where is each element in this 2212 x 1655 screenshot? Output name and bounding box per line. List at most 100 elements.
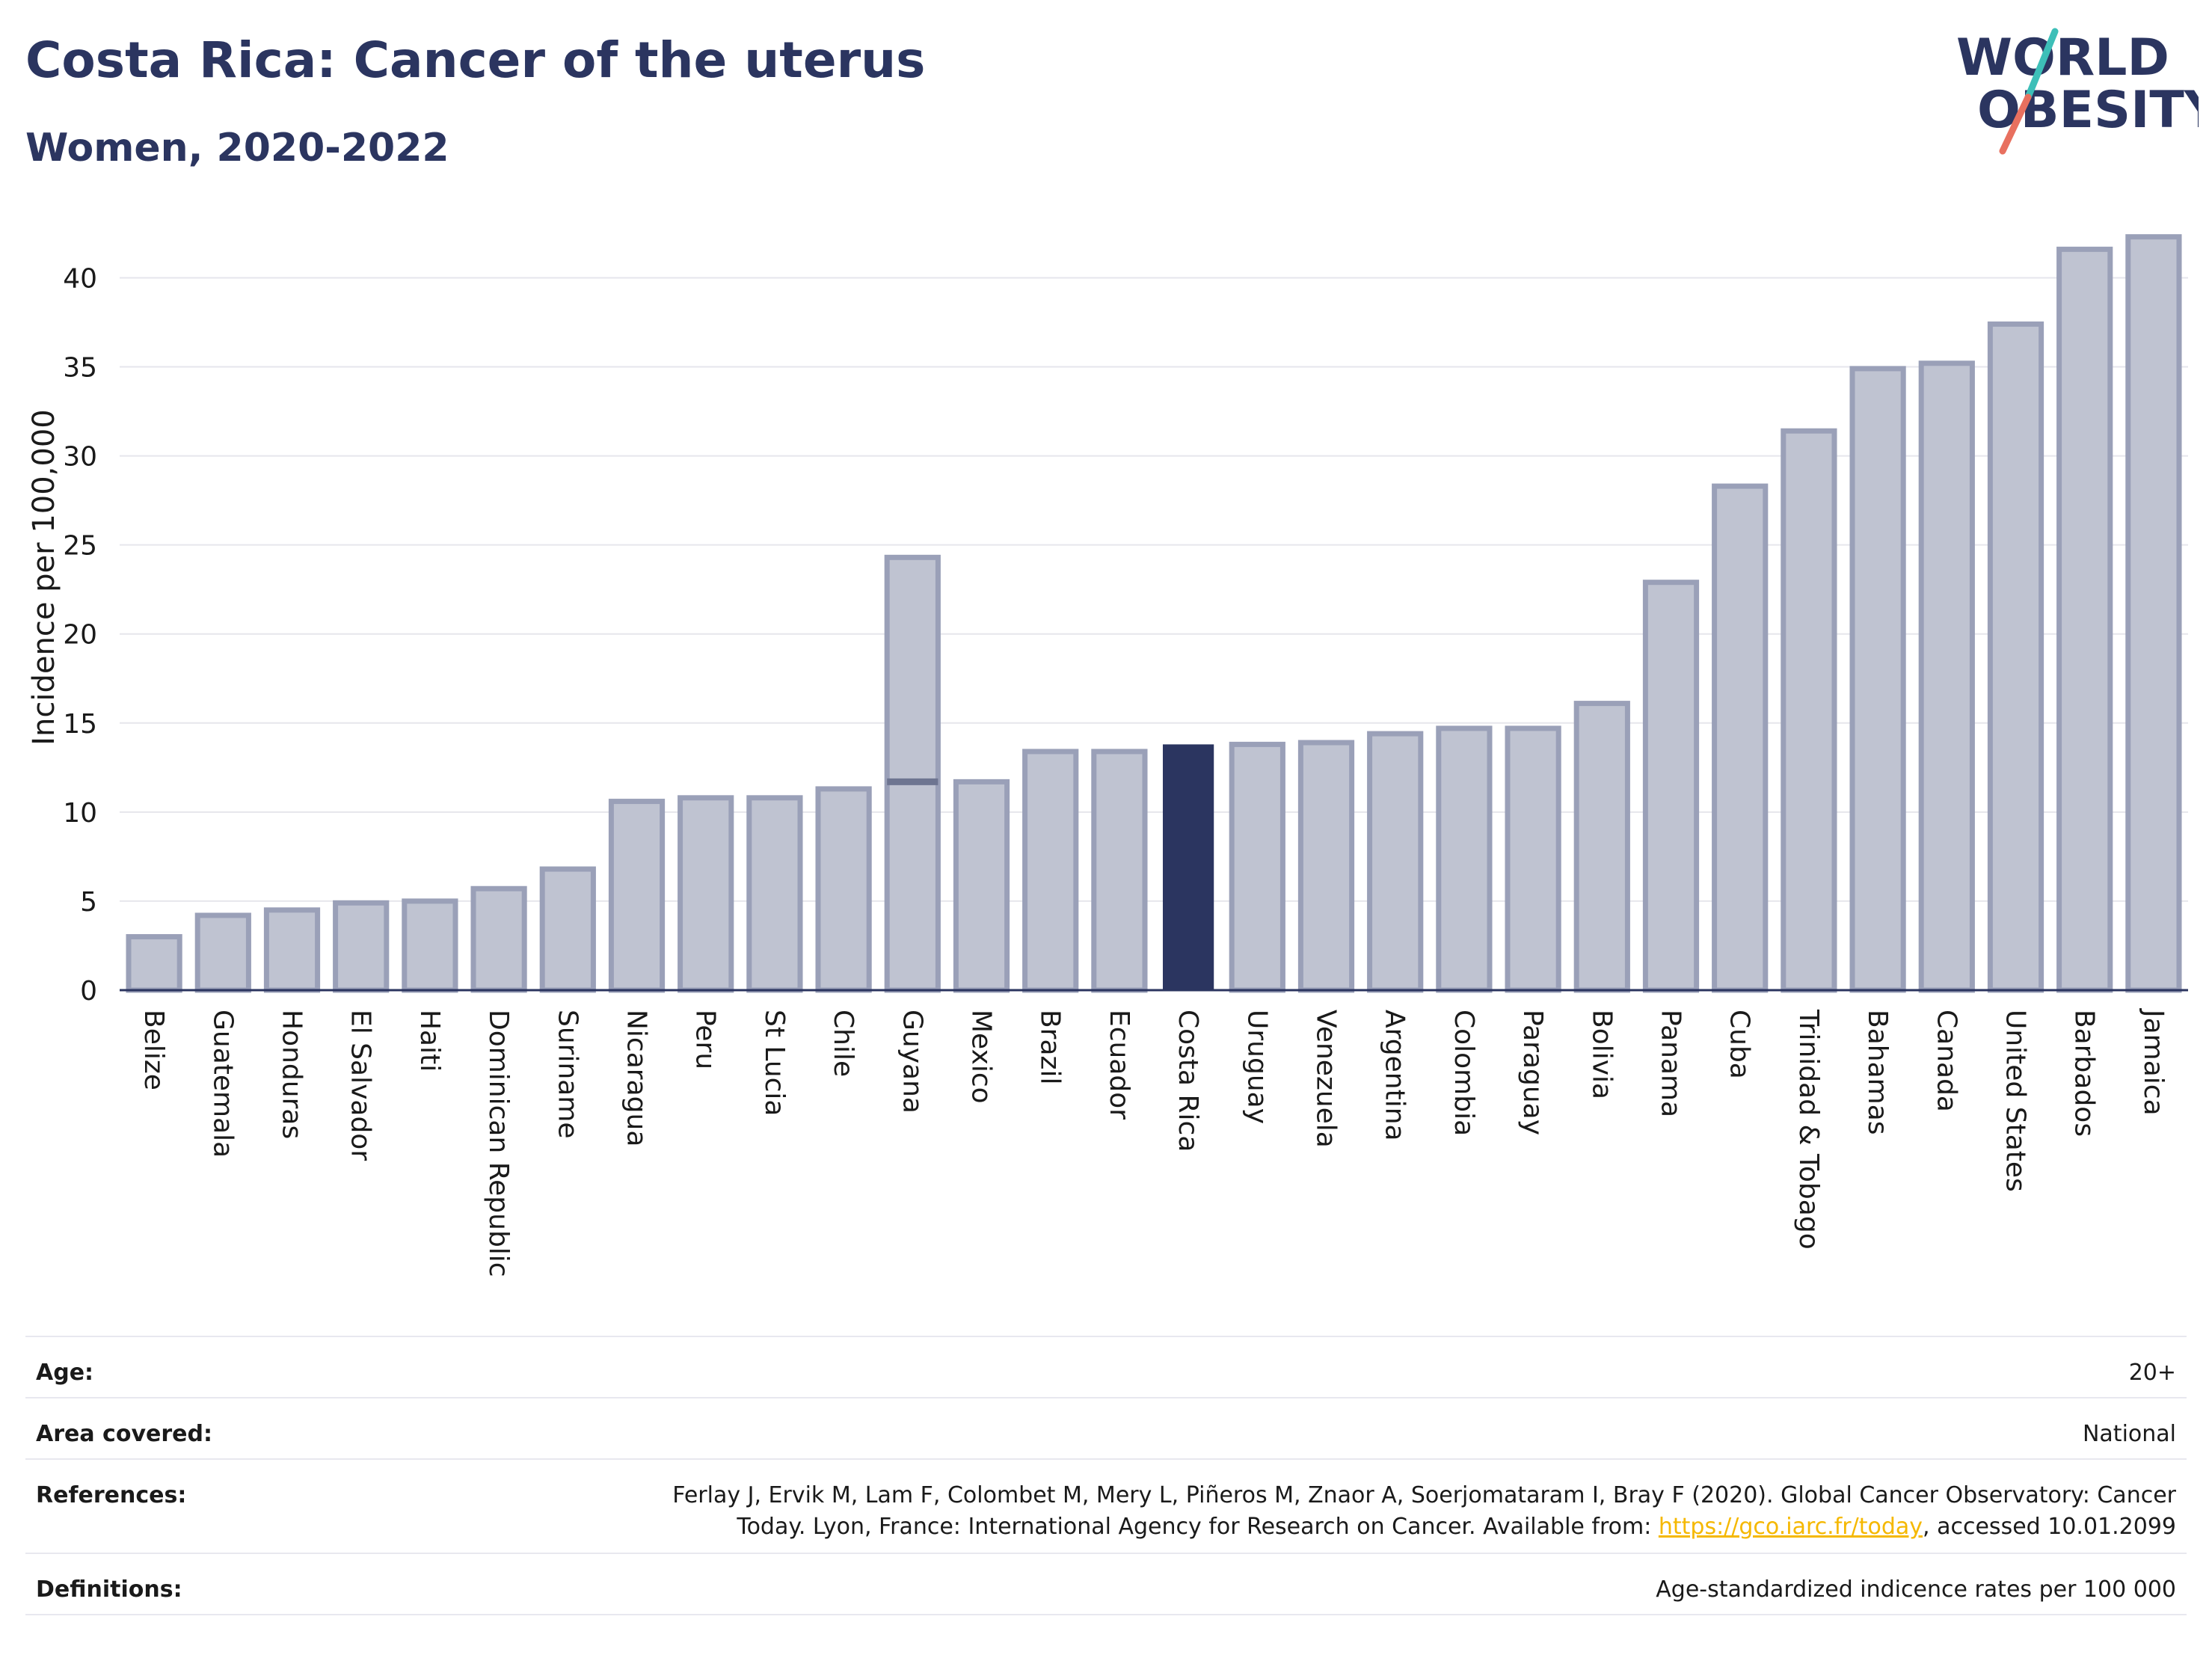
bars <box>126 234 2182 993</box>
bar-mexico <box>953 779 1010 993</box>
y-tick-label: 0 <box>80 976 97 1007</box>
meta-row-definitions: Definitions: Age-standardized indicence … <box>25 1553 2187 1615</box>
references-link[interactable]: https://gco.iarc.fr/today <box>1658 1514 1923 1540</box>
bar-peru <box>678 795 734 993</box>
bar-haiti <box>402 898 458 993</box>
x-tick-label: Mexico <box>966 1010 997 1104</box>
x-tick-label: Brazil <box>1035 1010 1066 1084</box>
bar-colombia <box>1436 725 1493 993</box>
x-tick-label: Costa Rica <box>1173 1010 1203 1152</box>
meta-row-references: References: Ferlay J, Ervik M, Lam F, Co… <box>25 1458 2187 1554</box>
bar-st-lucia <box>746 795 803 993</box>
metadata-table: Age: 20+ Area covered: National Referenc… <box>25 1336 2187 1620</box>
meta-definitions-value: Age-standardized indicence rates per 100… <box>1656 1576 2176 1603</box>
meta-references-line1: Ferlay J, Ervik M, Lam F, Colombet M, Me… <box>672 1482 2176 1508</box>
x-tick-label: Guyana <box>897 1010 927 1114</box>
y-axis-ticks: 0 5 10 15 20 25 30 35 40 <box>63 263 97 1007</box>
bar-paraguay <box>1505 725 1561 993</box>
y-tick-label: 35 <box>63 353 97 384</box>
x-tick-label: United States <box>2000 1010 2031 1192</box>
x-tick-label: Paraguay <box>1517 1010 1548 1135</box>
logo-slash-coral <box>1999 93 2032 155</box>
meta-age-value: 20+ <box>2128 1360 2176 1386</box>
x-tick-label: Haiti <box>414 1010 445 1072</box>
bar-brazil <box>1022 749 1079 993</box>
meta-area-value: National <box>2082 1421 2176 1447</box>
bar-trinidad-tobago <box>1781 428 1837 993</box>
x-tick-label: Ecuador <box>1104 1010 1134 1120</box>
bar-guyana <box>884 554 941 993</box>
logo-word-world: WORLD <box>1956 28 2169 87</box>
x-tick-label: El Salvador <box>345 1010 376 1161</box>
bar-cuba <box>1712 483 1769 993</box>
x-tick-label: Guatemala <box>207 1010 238 1158</box>
x-tick-label: Bahamas <box>1862 1010 1893 1135</box>
x-tick-label: St Lucia <box>759 1010 790 1117</box>
y-tick-label: 15 <box>63 709 97 740</box>
bar-argentina <box>1367 731 1424 993</box>
meta-definitions-label: Definitions: <box>36 1576 182 1603</box>
x-tick-label: Canada <box>1931 1010 1961 1112</box>
bar-guatemala <box>194 912 251 993</box>
y-tick-label: 25 <box>63 531 97 562</box>
x-tick-label: Jamaica <box>2138 1008 2169 1116</box>
bar-jamaica <box>2125 234 2182 993</box>
bar-chart: 0 5 10 15 20 25 30 35 40 Belize Guatemala Honduras… <box>27 234 2188 1277</box>
x-tick-label: Dominican Republic <box>483 1010 514 1277</box>
x-tick-label: Panama <box>1656 1010 1686 1117</box>
x-tick-label: Barbados <box>2069 1010 2100 1137</box>
y-tick-label: 5 <box>80 887 97 918</box>
bar-venezuela <box>1297 740 1355 993</box>
bar-honduras <box>263 907 321 993</box>
bar-barbados <box>2056 246 2113 993</box>
meta-age-label: Age: <box>36 1360 94 1386</box>
x-tick-label: Argentina <box>1380 1010 1410 1141</box>
y-tick-label: 20 <box>63 620 97 651</box>
x-tick-label: Belize <box>138 1010 169 1090</box>
logo-slash-teal <box>2024 28 2059 101</box>
x-axis-ticks: Belize Guatemala Honduras El Salvador Haiti D… <box>138 1008 2169 1277</box>
world-obesity-logo: WORLD OBESITY <box>1956 28 2199 155</box>
bar-dominican-republic <box>470 885 527 993</box>
meta-references-line2-pre: Today. Lyon, France: International Agenc… <box>737 1514 1659 1540</box>
x-tick-label: Trinidad & Tobago <box>1793 1009 1824 1250</box>
x-tick-label: Honduras <box>277 1010 307 1139</box>
x-tick-label: Venezuela <box>1311 1010 1342 1148</box>
bar-nicaragua <box>608 799 666 993</box>
bar-bahamas <box>1849 366 1906 993</box>
meta-references-label: References: <box>36 1482 187 1508</box>
x-tick-label: Chile <box>828 1010 858 1077</box>
meta-references-line2: Today. Lyon, France: International Agenc… <box>737 1514 2176 1540</box>
meta-bottom-border <box>25 1614 2187 1615</box>
x-tick-label: Suriname <box>552 1010 583 1139</box>
bar-ecuador <box>1091 749 1148 993</box>
y-tick-label: 40 <box>63 263 97 294</box>
x-tick-label: Peru <box>690 1010 721 1069</box>
bar-costa-rica <box>1162 744 1214 990</box>
x-tick-label: Uruguay <box>1241 1010 1272 1124</box>
bar-suriname <box>539 866 596 993</box>
meta-row-age: Age: 20+ <box>25 1336 2187 1398</box>
page-title: Costa Rica: Cancer of the uterus <box>25 31 926 89</box>
bar-canada <box>1918 360 1975 993</box>
y-axis-label: Incidence per 100,000 <box>27 409 61 746</box>
y-tick-label: 10 <box>63 798 97 829</box>
grid-lines <box>120 277 2188 902</box>
bar-belize <box>126 934 182 993</box>
x-tick-label: Colombia <box>1448 1010 1479 1136</box>
meta-references-line2-post: , accessed 10.01.2099 <box>1923 1514 2176 1540</box>
y-tick-label: 30 <box>63 442 97 473</box>
x-tick-label: Bolivia <box>1586 1010 1617 1099</box>
bar-el-salvador <box>333 900 390 993</box>
meta-row-area: Area covered: National <box>25 1397 2187 1460</box>
bar-united-states <box>1987 321 2044 993</box>
bar-chile <box>815 786 872 993</box>
meta-area-label: Area covered: <box>36 1421 212 1447</box>
page-subtitle: Women, 2020-2022 <box>25 126 449 171</box>
x-tick-label: Cuba <box>1724 1010 1755 1079</box>
x-tick-label: Nicaragua <box>621 1010 652 1146</box>
bar-panama <box>1642 580 1700 993</box>
bar-bolivia <box>1573 701 1630 993</box>
bar-uruguay <box>1229 741 1285 993</box>
